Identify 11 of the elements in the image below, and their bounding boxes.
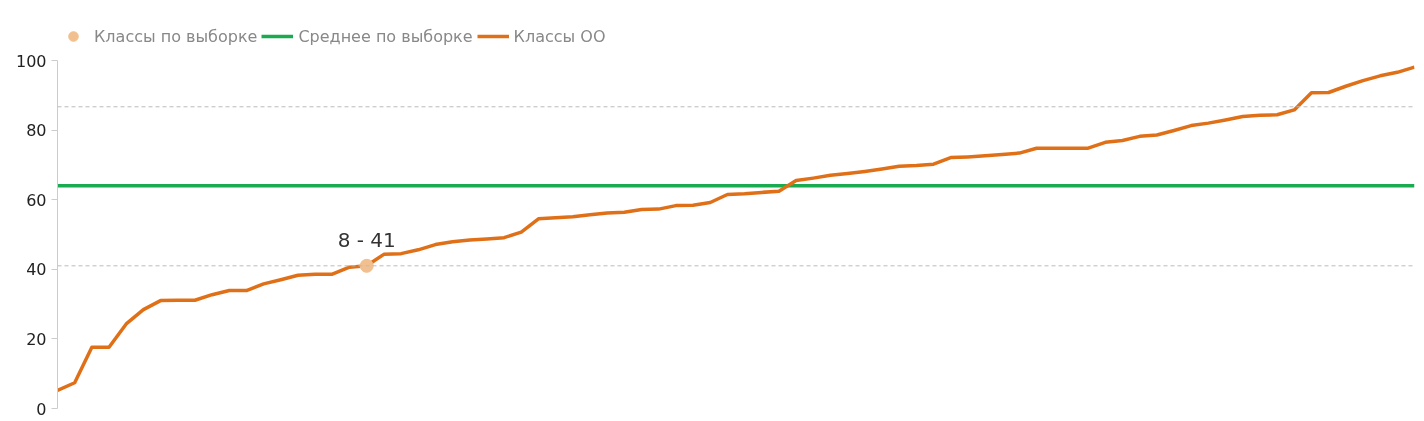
- legend-label: Среднее по выборке: [298, 26, 473, 46]
- legend-label: Классы по выборке: [94, 26, 258, 46]
- y-tick-label: 0: [36, 399, 47, 419]
- y-tick-label: 80: [26, 121, 47, 141]
- y-tick-label: 60: [26, 190, 47, 210]
- y-tick-label: 20: [26, 329, 47, 349]
- data-label: 8 - 41: [337, 227, 396, 252]
- y-tick-label: 40: [26, 260, 47, 280]
- y-tick-label: 100: [15, 51, 47, 71]
- line-series: [57, 65, 1415, 393]
- legend-label: Классы ОО: [513, 26, 606, 46]
